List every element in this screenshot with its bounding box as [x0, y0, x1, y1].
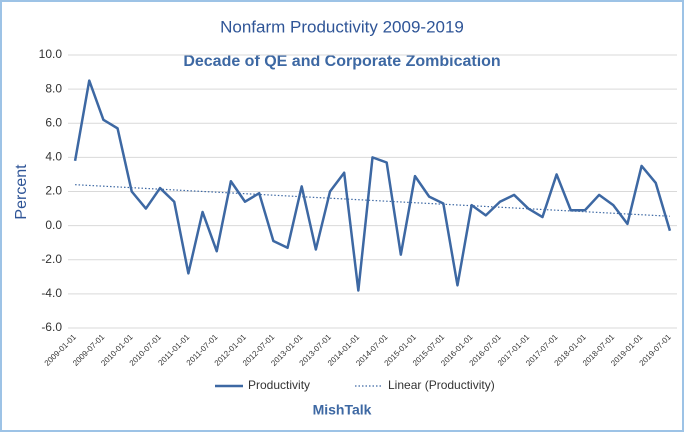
y-tick-label: 8.0 [45, 81, 62, 95]
y-tick-label: -4.0 [41, 286, 62, 300]
y-tick-label: 2.0 [45, 184, 62, 198]
chart-title: Nonfarm Productivity 2009-2019 [220, 17, 464, 36]
y-axis-label: Percent [13, 164, 30, 220]
legend-label: Linear (Productivity) [388, 378, 495, 392]
data-line [73, 79, 672, 292]
legend-label: Productivity [248, 378, 310, 392]
y-tick-label: -2.0 [41, 252, 62, 266]
y-tick-label: 4.0 [45, 150, 62, 164]
y-tick-label: -6.0 [41, 320, 62, 334]
chart-subtitle: Decade of QE and Corporate Zombication [183, 53, 500, 70]
footer: MishTalk [313, 402, 372, 418]
y-tick-label: 10.0 [39, 47, 63, 61]
y-tick-label: 0.0 [45, 218, 62, 232]
trend-line [75, 184, 670, 217]
y-tick-label: 6.0 [45, 115, 62, 129]
